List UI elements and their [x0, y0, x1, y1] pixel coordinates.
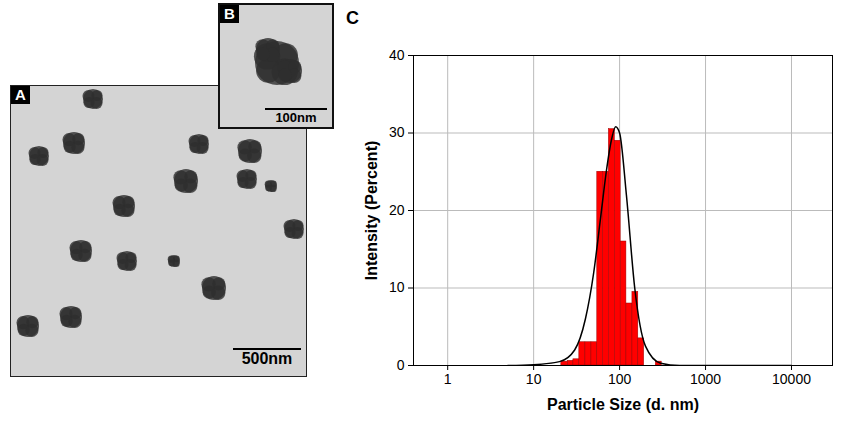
- svg-text:Particle Size (d. nm): Particle Size (d. nm): [547, 396, 699, 413]
- svg-text:20: 20: [389, 202, 405, 218]
- html-text:100nm: 100nm: [275, 110, 317, 125]
- html-text:500nm: 500nm: [241, 350, 293, 367]
- svg-text:10: 10: [389, 279, 405, 295]
- svg-text:1000: 1000: [690, 371, 721, 387]
- svg-text:0: 0: [397, 357, 405, 373]
- svg-text:1: 1: [444, 371, 452, 387]
- svg-text:40: 40: [389, 47, 405, 63]
- svg-text:Intensity (Percent): Intensity (Percent): [363, 141, 380, 281]
- html-text:B: B: [224, 5, 235, 22]
- html-text:A: A: [15, 86, 26, 103]
- html-text:C: C: [346, 8, 359, 28]
- svg-text:10: 10: [526, 371, 542, 387]
- svg-text:100: 100: [608, 371, 632, 387]
- svg-text:30: 30: [389, 124, 405, 140]
- svg-text:10000: 10000: [772, 371, 811, 387]
